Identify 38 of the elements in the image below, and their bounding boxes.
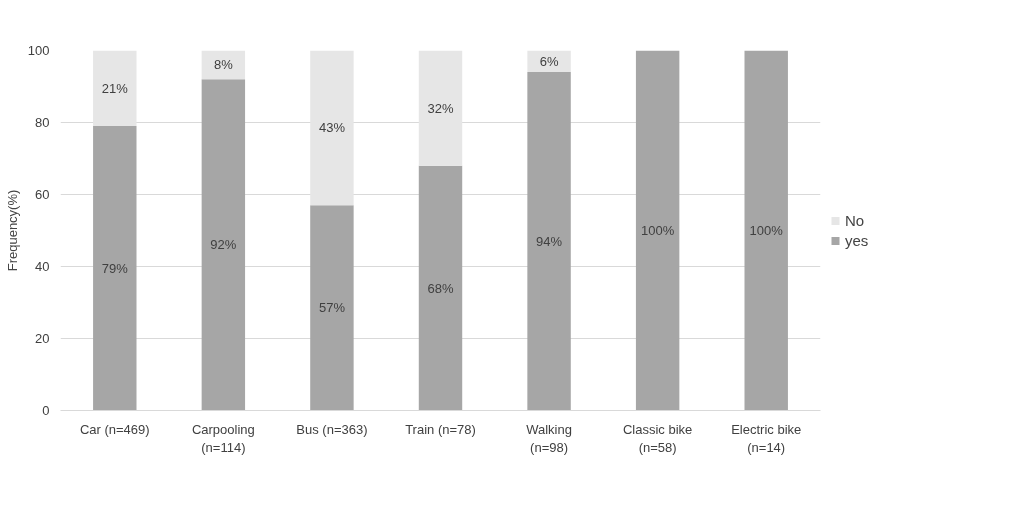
bar	[418, 50, 463, 166]
y-tick-label: 20	[35, 331, 50, 346]
data-label: 6%	[539, 53, 559, 69]
bar	[744, 50, 788, 411]
data-label: 43%	[318, 120, 346, 136]
x-tick-label: Carpooling (n=114)	[191, 421, 255, 455]
bar	[635, 50, 680, 411]
x-tick-label: Electric bike (n=14)	[731, 421, 802, 455]
data-label: 68%	[427, 280, 454, 296]
y-tick-label: 60	[35, 187, 50, 202]
x-tick-label: Car (n=469)	[79, 421, 150, 437]
bar	[310, 205, 354, 411]
y-axis-title: Frequency(%)	[4, 189, 20, 272]
data-label: 57%	[318, 300, 346, 316]
bar	[201, 79, 246, 411]
data-label: 94%	[536, 233, 563, 249]
bar	[93, 50, 137, 127]
y-tick-label: 40	[35, 259, 50, 274]
legend-label: yes	[845, 231, 869, 249]
bar	[527, 72, 571, 411]
legend-label: No	[845, 211, 865, 229]
x-tick-label: Classic bike (n=58)	[622, 421, 693, 455]
y-tick-label: 100	[27, 43, 50, 58]
data-label: 100%	[749, 223, 784, 238]
data-label: 32%	[427, 100, 454, 116]
y-tick-label: 80	[35, 115, 50, 130]
bar	[93, 126, 137, 411]
data-label: 92%	[210, 237, 237, 253]
x-tick-label: Train (n=78)	[405, 421, 476, 437]
data-label: 21%	[101, 80, 129, 96]
bar	[418, 165, 463, 411]
y-tick-label: 0	[42, 403, 50, 418]
data-label: 79%	[101, 260, 129, 276]
x-tick-label: Walking (n=98)	[526, 421, 572, 455]
data-label: 100%	[641, 223, 675, 238]
data-label: 8%	[213, 57, 234, 73]
bar	[310, 50, 354, 206]
x-tick-label: Bus (n=363)	[296, 421, 368, 437]
